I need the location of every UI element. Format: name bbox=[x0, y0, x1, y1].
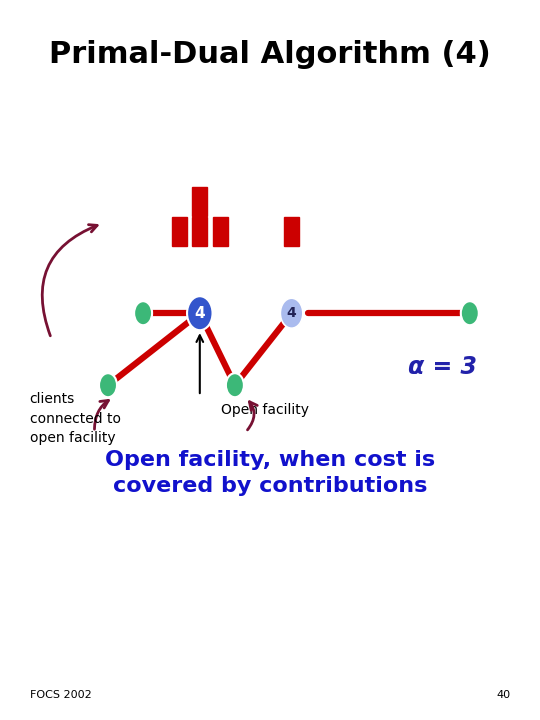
Circle shape bbox=[461, 301, 479, 325]
Bar bbox=[213, 217, 228, 246]
Text: clients
connected to
open facility: clients connected to open facility bbox=[30, 392, 121, 446]
Text: FOCS 2002: FOCS 2002 bbox=[30, 690, 91, 700]
Text: α = 3: α = 3 bbox=[408, 355, 477, 379]
Bar bbox=[284, 217, 299, 246]
Circle shape bbox=[99, 373, 117, 397]
Text: 4: 4 bbox=[194, 306, 205, 320]
Circle shape bbox=[187, 296, 213, 330]
Bar bbox=[172, 217, 187, 246]
Text: 40: 40 bbox=[496, 690, 510, 700]
Circle shape bbox=[134, 301, 152, 325]
Bar bbox=[192, 187, 207, 216]
Text: Open facility, when cost is
covered by contributions: Open facility, when cost is covered by c… bbox=[105, 450, 435, 496]
Text: Open facility: Open facility bbox=[221, 403, 309, 417]
Circle shape bbox=[226, 373, 244, 397]
Circle shape bbox=[280, 298, 303, 328]
Text: Primal-Dual Algorithm (4): Primal-Dual Algorithm (4) bbox=[49, 40, 491, 68]
Bar bbox=[192, 217, 207, 246]
Text: 4: 4 bbox=[287, 306, 296, 320]
